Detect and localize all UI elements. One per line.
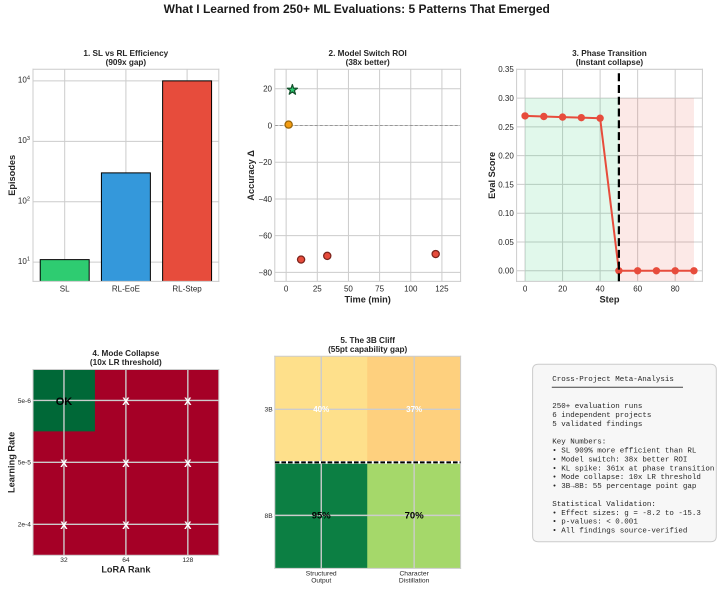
svg-text:Character: Character (399, 570, 429, 577)
svg-text:0.20: 0.20 (498, 152, 514, 161)
svg-text:OK: OK (56, 396, 73, 408)
svg-text:0: 0 (523, 285, 528, 294)
svg-text:25: 25 (313, 285, 322, 294)
svg-text:0.25: 0.25 (498, 123, 514, 132)
svg-text:20: 20 (263, 85, 272, 94)
svg-text:Key Numbers:: Key Numbers: (552, 439, 606, 447)
svg-text:RL-Step: RL-Step (172, 285, 202, 294)
svg-text:(10x LR threshold): (10x LR threshold) (90, 358, 162, 367)
svg-text:250+ evaluation runs: 250+ evaluation runs (552, 403, 642, 411)
svg-text:• Model switch: 38x better ROI: • Model switch: 38x better ROI (552, 456, 687, 464)
svg-text:X: X (122, 396, 130, 408)
svg-text:−40: −40 (258, 195, 272, 204)
svg-text:• 3B→8B: 55 percentage point g: • 3B→8B: 55 percentage point gap (552, 483, 696, 491)
svg-text:2. Model Switch ROI: 2. Model Switch ROI (329, 49, 407, 58)
svg-text:• p-values: < 0.001: • p-values: < 0.001 (552, 519, 638, 527)
svg-text:1 0 1: 1 0 1 (18, 244, 33, 269)
svg-text:64: 64 (122, 557, 130, 564)
svg-text:125: 125 (435, 285, 449, 294)
svg-text:(38x better): (38x better) (346, 58, 390, 67)
svg-text:20: 20 (558, 285, 567, 294)
svg-text:X: X (184, 458, 192, 470)
svg-text:• KL spike: 361x at phase tran: • KL spike: 361x at phase transition (552, 465, 714, 473)
svg-text:X: X (122, 520, 130, 532)
svg-text:Learning Rate: Learning Rate (7, 432, 17, 493)
svg-text:5e-5: 5e-5 (18, 460, 32, 467)
svg-text:Accuracy Δ: Accuracy Δ (246, 150, 256, 201)
svg-text:X: X (184, 520, 192, 532)
svg-text:128: 128 (182, 557, 193, 564)
svg-text:−60: −60 (258, 232, 272, 241)
svg-text:Eval Score: Eval Score (487, 152, 497, 199)
svg-text:• SL 909% more efficient than: • SL 909% more efficient than RL (552, 448, 697, 456)
svg-text:50: 50 (344, 285, 353, 294)
svg-text:0: 0 (268, 121, 273, 130)
svg-text:8B: 8B (265, 513, 274, 520)
svg-text:What I Learned from 250+ ML Ev: What I Learned from 250+ ML Evaluations:… (164, 2, 550, 16)
svg-text:LoRA Rank: LoRA Rank (101, 565, 151, 575)
svg-text:0.10: 0.10 (498, 209, 514, 218)
svg-text:X: X (122, 458, 130, 470)
svg-text:Episodes: Episodes (7, 155, 17, 196)
svg-text:75: 75 (375, 285, 384, 294)
svg-text:X: X (60, 520, 68, 532)
svg-text:• Effect sizes: g = -8.2 to -1: • Effect sizes: g = -8.2 to -15.3 (552, 510, 701, 518)
svg-text:Output: Output (311, 577, 331, 584)
svg-text:Cross-Project Meta-Analysis: Cross-Project Meta-Analysis (552, 376, 674, 384)
svg-text:5 validated findings: 5 validated findings (552, 421, 642, 429)
svg-text:6 independent projects: 6 independent projects (552, 412, 651, 420)
svg-text:Time (min): Time (min) (345, 294, 391, 304)
svg-text:1 0 2: 1 0 2 (18, 183, 33, 208)
svg-text:(55pt capability gap): (55pt capability gap) (328, 345, 407, 354)
svg-text:−20: −20 (258, 158, 272, 167)
svg-text:• Mode collapse: 10x LR thresh: • Mode collapse: 10x LR threshold (552, 474, 701, 482)
svg-text:0.05: 0.05 (498, 238, 514, 247)
svg-text:60: 60 (633, 285, 642, 294)
svg-text:4. Mode Collapse: 4. Mode Collapse (92, 349, 159, 358)
svg-text:SL: SL (60, 285, 70, 294)
svg-text:1 0 3: 1 0 3 (18, 123, 33, 148)
svg-text:−80: −80 (258, 268, 272, 277)
svg-text:Structured: Structured (306, 570, 337, 577)
svg-text:1 0 4: 1 0 4 (18, 63, 33, 88)
svg-text:Step: Step (600, 294, 620, 304)
svg-text:1. SL vs RL Efficiency: 1. SL vs RL Efficiency (83, 49, 168, 58)
svg-text:95%: 95% (312, 511, 332, 522)
svg-text:(Instant collapse): (Instant collapse) (576, 58, 644, 67)
svg-text:0.15: 0.15 (498, 180, 514, 189)
svg-text:• All findings source-verified: • All findings source-verified (552, 528, 687, 536)
svg-text:X: X (184, 396, 192, 408)
svg-text:X: X (60, 458, 68, 470)
svg-text:5e-6: 5e-6 (18, 398, 32, 405)
svg-text:Distillation: Distillation (399, 577, 430, 584)
svg-text:0: 0 (284, 285, 289, 294)
svg-text:80: 80 (671, 285, 680, 294)
svg-text:0.00: 0.00 (498, 267, 514, 276)
svg-text:37%: 37% (406, 405, 422, 414)
svg-text:40%: 40% (313, 405, 329, 414)
svg-text:2e-4: 2e-4 (18, 522, 32, 529)
svg-text:Statistical Validation:: Statistical Validation: (552, 501, 656, 509)
svg-text:70%: 70% (405, 511, 425, 522)
svg-text:0.30: 0.30 (498, 94, 514, 103)
svg-text:RL-EoE: RL-EoE (112, 285, 140, 294)
svg-text:0.35: 0.35 (498, 65, 514, 74)
svg-text:32: 32 (60, 557, 68, 564)
svg-text:3. Phase Transition: 3. Phase Transition (572, 49, 647, 58)
svg-text:(909x gap): (909x gap) (106, 58, 147, 67)
svg-text:40: 40 (596, 285, 605, 294)
svg-text:5. The 3B Cliff: 5. The 3B Cliff (340, 336, 395, 345)
svg-text:3B: 3B (265, 407, 274, 414)
svg-text:100: 100 (404, 285, 418, 294)
